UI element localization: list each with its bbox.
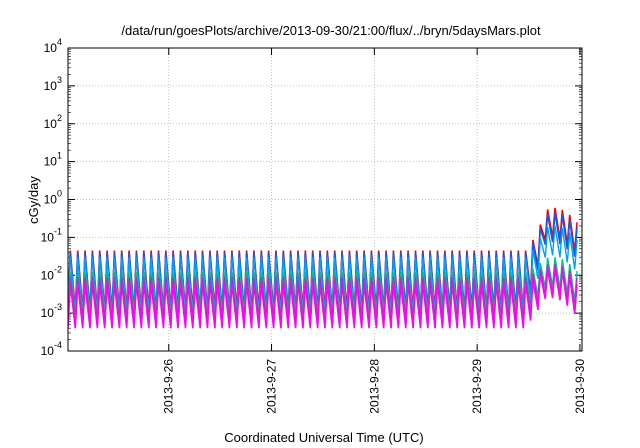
y-tick-exponent: -2 [54,264,62,274]
y-tick-exponent: 4 [57,37,62,47]
y-tick-exponent: -1 [54,226,62,236]
x-axis-label: Coordinated Universal Time (UTC) [224,430,423,445]
y-tick-exponent: 3 [57,75,62,85]
x-tick-label: 2013-9-29 [470,359,484,414]
y-tick-label: 104 [44,37,62,55]
y-tick-label: 10-2 [41,264,62,282]
y-axis-label: cGy/day [26,176,41,224]
y-tick-label: 10-4 [41,340,62,358]
chart-title: /data/run/goesPlots/archive/2013-09-30/2… [121,23,541,38]
y-tick-label: 100 [44,189,62,207]
y-tick-label: 102 [44,113,62,131]
y-tick-label: 101 [44,151,62,169]
plot-frame [67,47,583,352]
x-axis-ticks: 2013-9-26 2013-9-27 2013-9-28 2013-9-29 2013… [162,48,587,414]
y-tick-exponent: -4 [54,340,62,350]
x-tick-label: 2013-9-26 [162,359,176,414]
x-tick-label: 2013-9-30 [573,359,587,414]
y-tick-exponent: 0 [57,189,62,199]
x-tick-label: 2013-9-27 [265,359,279,414]
y-tick-label: 10-1 [41,226,62,244]
y-tick-exponent: -3 [54,302,62,312]
x-tick-label: 2013-9-28 [367,359,381,414]
series-group [68,207,578,329]
y-tick-exponent: 1 [57,151,62,161]
series-line-6 [68,268,578,329]
y-tick-label: 10-3 [41,302,62,320]
y-tick-label: 103 [44,75,62,93]
y-tick-exponent: 2 [57,113,62,123]
